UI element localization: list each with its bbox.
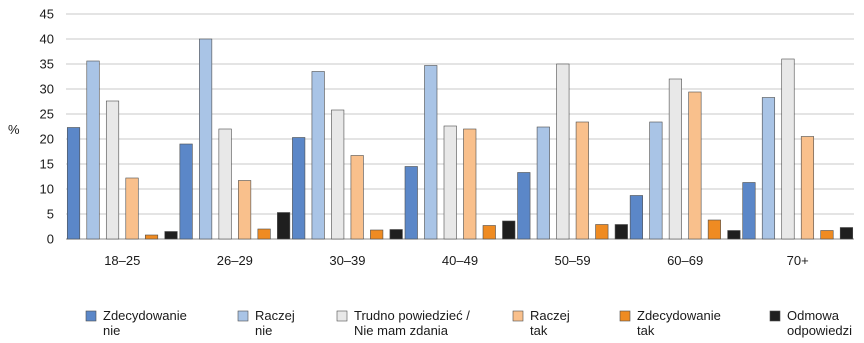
bar [218,128,232,240]
bar [277,212,291,240]
bar [125,177,139,240]
bar [517,172,531,240]
bar [443,125,457,240]
x-tick-label: 40–49 [442,253,478,268]
y-tick-label: 10 [40,182,54,197]
legend-swatch [769,310,781,322]
y-tick-label: 40 [40,32,54,47]
y-tick-label: 25 [40,107,54,122]
x-tick-label: 50–59 [554,253,590,268]
bar [404,166,418,240]
bar [292,137,306,240]
y-tick-label: 15 [40,157,54,172]
bar [614,224,628,240]
bar [595,224,609,240]
legend-swatch [237,310,249,322]
x-tick-label: 26–29 [217,253,253,268]
bar [424,65,438,240]
bar [502,220,516,240]
bar [629,195,643,240]
x-tick-label: 70+ [787,253,809,268]
legend-label: Odmowa odpowiedzi [787,308,852,338]
bar [727,230,741,240]
bar [482,225,496,240]
bar [556,63,570,240]
bar [800,136,815,240]
y-tick-label: 0 [47,232,54,247]
y-tick-label: 35 [40,57,54,72]
bar [839,227,854,240]
bar [781,58,795,240]
bar [742,182,756,240]
bar [331,109,345,240]
y-tick-label: 30 [40,82,54,97]
legend-item: Raczej tak [512,308,570,338]
x-axis: 18–25 26–29 30–39 40–49 50–59 60–69 70+ [104,253,809,268]
y-tick-label: 5 [47,207,54,222]
y-tick-label: 20 [40,132,54,147]
y-tick-label: 45 [40,7,54,22]
legend-label: Zdecydowanie nie [103,308,187,338]
legend-swatch [512,310,524,322]
legend-item: Raczej nie [237,308,295,338]
legend-swatch [619,310,631,322]
legend-label: Trudno powiedzieć / Nie mam zdania [354,308,470,338]
bar [761,97,776,240]
bar [199,38,213,240]
legend-label: Zdecydowanie tak [637,308,721,338]
bar [105,100,120,240]
bar [575,121,589,240]
legend-label: Raczej tak [530,308,570,338]
y-axis-label: % [8,122,20,137]
x-tick-label: 18–25 [104,253,140,268]
legend-label: Raczej nie [255,308,295,338]
bar [688,91,702,240]
legend-item: Zdecydowanie nie [85,308,187,338]
bar [536,126,550,240]
bar [164,231,178,240]
bar [144,234,159,240]
bar [257,228,271,240]
legend-swatch [85,310,97,322]
bar [649,121,663,240]
y-axis: 0 5 10 15 20 25 30 35 40 45 [40,7,54,247]
bar [66,127,81,240]
legend-item: Zdecydowanie tak [619,308,721,338]
gridlines [66,13,854,240]
bar [86,60,100,240]
bar [350,155,364,240]
bar [820,230,834,240]
bar [311,71,325,240]
bar [463,128,477,240]
bar [238,180,252,240]
x-tick-label: 60–69 [667,253,703,268]
bar [668,78,682,240]
bar [179,143,193,240]
bar [389,229,403,240]
legend: Zdecydowanie nie Raczej nie Trudno powiedzie… [85,308,852,338]
bar [707,219,721,240]
bar [370,229,384,240]
legend-item: Trudno powiedzieć / Nie mam zdania [336,308,470,338]
legend-item: Odmowa odpowiedzi [769,308,852,338]
legend-swatch [336,310,348,322]
x-tick-label: 30–39 [329,253,365,268]
bars [66,38,854,240]
